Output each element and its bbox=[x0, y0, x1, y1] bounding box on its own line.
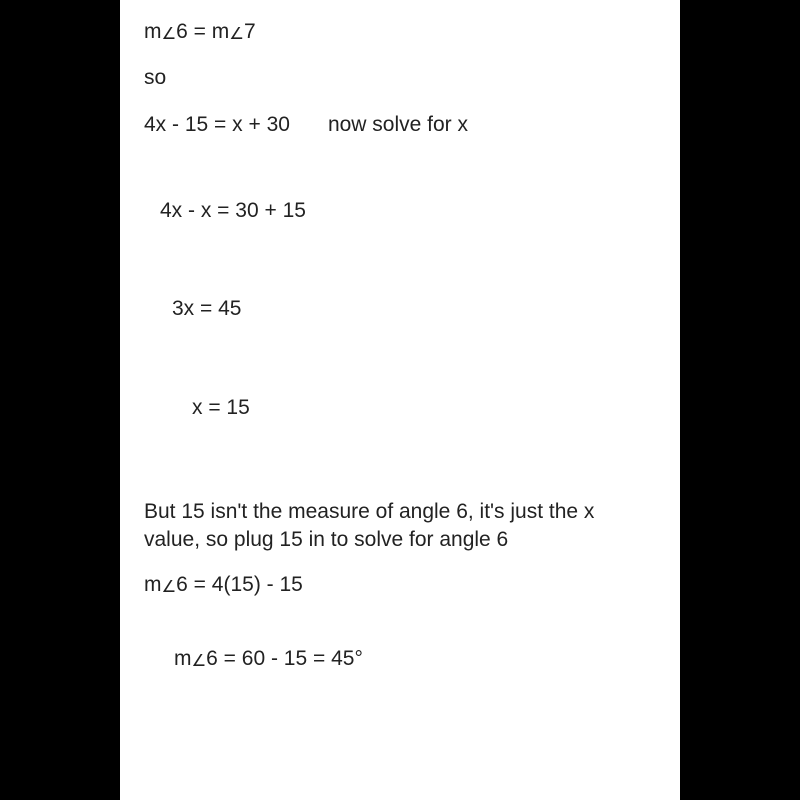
text: 7 bbox=[244, 20, 256, 43]
equation: x = 15 bbox=[192, 396, 250, 419]
equation-line-1: m∠6 = m∠7 bbox=[144, 18, 656, 46]
text: m bbox=[174, 647, 192, 670]
text: m bbox=[144, 20, 162, 43]
text-so: so bbox=[144, 64, 656, 92]
equation-line-8: m∠6 = 4(15) - 15 bbox=[144, 571, 656, 599]
text: m bbox=[144, 573, 162, 596]
text: so bbox=[144, 66, 166, 89]
equation-line-9: m∠6 = 60 - 15 = 45° bbox=[144, 645, 656, 673]
explanation-paragraph: But 15 isn't the measure of angle 6, it'… bbox=[144, 498, 656, 555]
text: 6 = m bbox=[176, 20, 229, 43]
text: 6 = 4(15) - 15 bbox=[176, 573, 303, 596]
equation-line-4: 4x - x = 30 + 15 bbox=[144, 197, 656, 225]
equation: 3x = 45 bbox=[172, 297, 241, 320]
equation: 4x - x = 30 + 15 bbox=[160, 199, 306, 222]
text: But 15 isn't the measure of angle 6, it'… bbox=[144, 500, 594, 551]
document-page: m∠6 = m∠7 so 4x - 15 = x + 30 now solve … bbox=[120, 0, 680, 800]
equation: 4x - 15 = x + 30 bbox=[144, 111, 290, 139]
equation-line-3: 4x - 15 = x + 30 now solve for x bbox=[144, 111, 656, 139]
angle-symbol: ∠ bbox=[162, 578, 177, 596]
angle-symbol: ∠ bbox=[229, 25, 244, 43]
annotation: now solve for x bbox=[328, 111, 468, 139]
angle-symbol: ∠ bbox=[192, 652, 207, 670]
equation-line-5: 3x = 45 bbox=[144, 295, 656, 323]
angle-symbol: ∠ bbox=[162, 25, 177, 43]
equation-line-6: x = 15 bbox=[144, 394, 656, 422]
text: 6 = 60 - 15 = 45° bbox=[206, 647, 363, 670]
